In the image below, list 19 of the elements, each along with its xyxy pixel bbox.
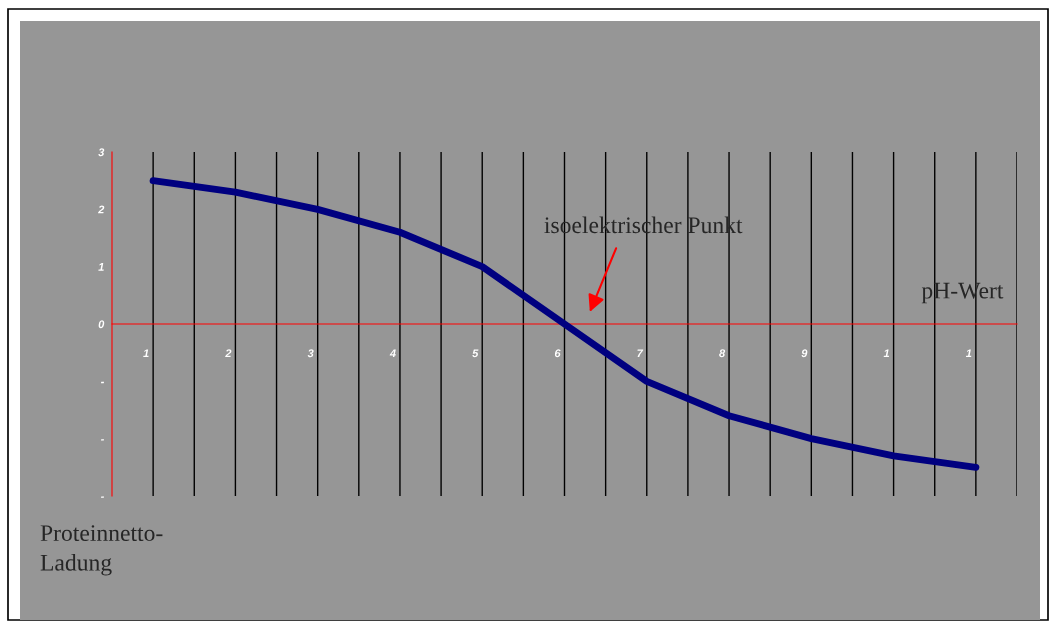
x-tick-label: 1 xyxy=(883,349,890,358)
y-tick-label: 1 xyxy=(98,263,104,271)
x-tick-label: 1 xyxy=(143,349,149,358)
x-tick-label: 6 xyxy=(554,349,561,358)
y-tick-label: 0 xyxy=(98,320,105,329)
x-tick-label: 3 xyxy=(307,349,314,358)
y-axis-title: Proteinnetto- Ladung xyxy=(40,525,163,576)
y-tick-label: - xyxy=(100,439,105,441)
x-tick-label: 1 xyxy=(965,349,972,358)
y-tick-label: - xyxy=(100,496,105,498)
y-tick-label: - xyxy=(100,381,105,384)
x-tick-label: 2 xyxy=(225,349,232,358)
x-tick-label: 8 xyxy=(719,349,726,358)
x-tick-label: 7 xyxy=(637,349,644,358)
y-tick-label: 2 xyxy=(98,205,105,214)
x-tick-label: 5 xyxy=(472,349,479,358)
x-tick-label: 4 xyxy=(389,349,396,358)
x-tick-label: 9 xyxy=(801,349,808,358)
y-tick-label: 3 xyxy=(98,148,105,157)
